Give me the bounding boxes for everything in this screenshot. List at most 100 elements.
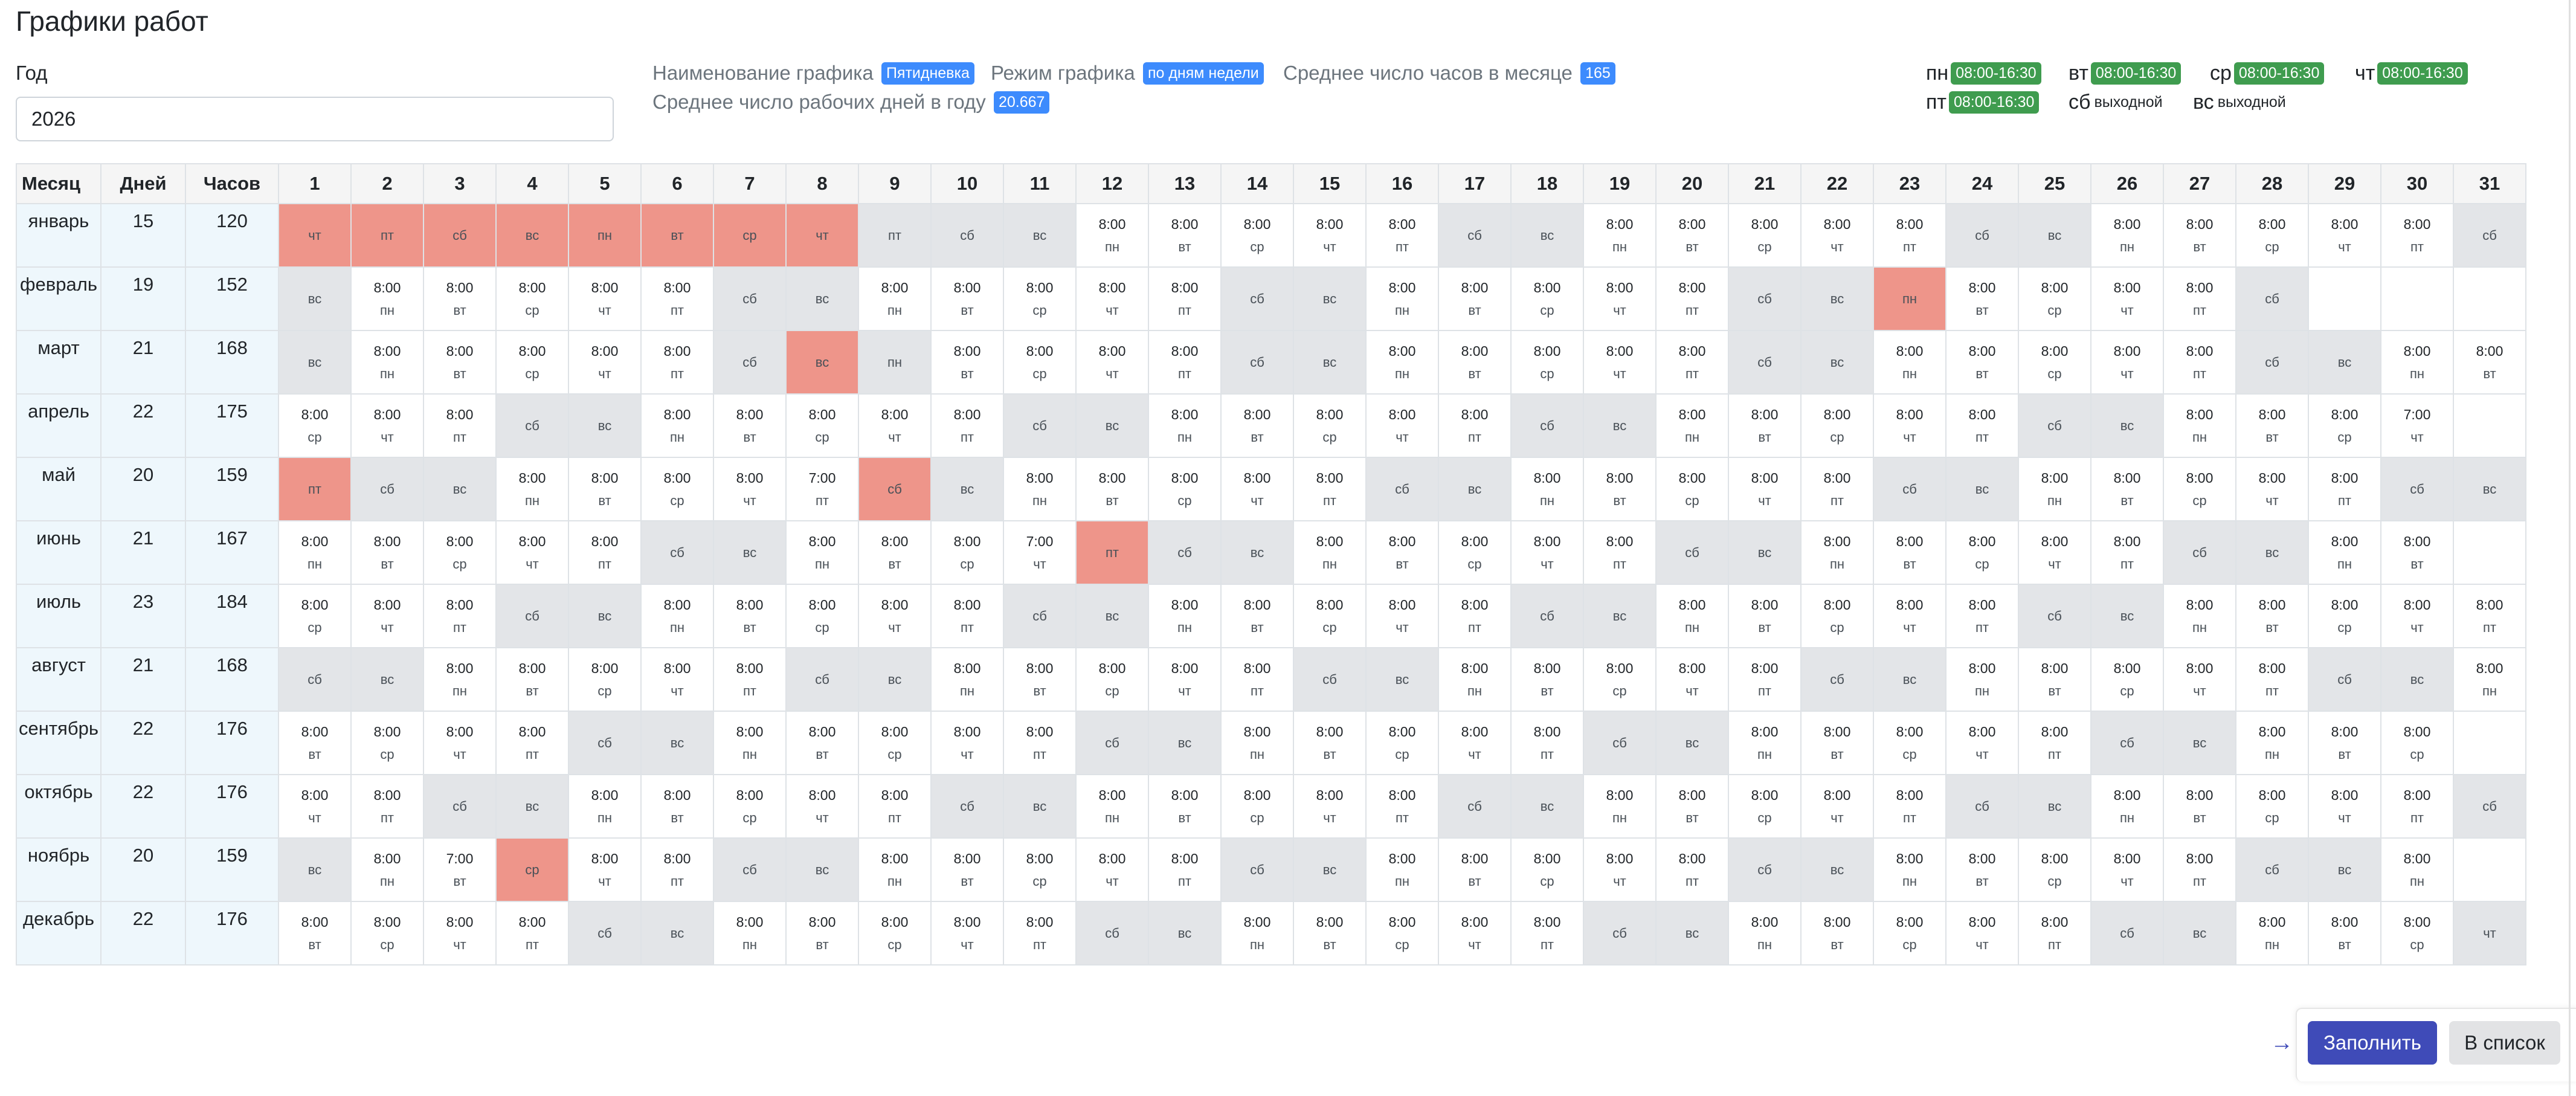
workday-cell[interactable]: 8:00 чт — [278, 774, 352, 839]
workday-cell[interactable]: 8:00 ср — [1800, 393, 1874, 458]
workday-cell[interactable]: 8:00 чт — [1945, 711, 2019, 775]
workday-cell[interactable]: 8:00 чт — [1583, 330, 1657, 395]
arrow-right-icon[interactable]: → — [2267, 1021, 2294, 1065]
weekend-cell[interactable]: сб — [568, 711, 642, 775]
workday-cell[interactable]: 8:00 чт — [785, 774, 859, 839]
workday-cell[interactable]: 8:00 ср — [858, 901, 932, 965]
workday-cell[interactable]: 8:00 чт — [1220, 457, 1294, 521]
workday-cell[interactable]: 8:00 ср — [1003, 837, 1077, 902]
workday-cell[interactable]: 8:00 чт — [1583, 266, 1657, 331]
workday-cell[interactable]: 8:00 чт — [1293, 774, 1367, 839]
workday-cell[interactable]: 8:00 пт — [930, 393, 1004, 458]
workday-cell[interactable]: 8:00 пт — [1655, 330, 1729, 395]
holiday-cell[interactable]: пт — [278, 457, 352, 521]
workday-cell[interactable]: 8:00 ср — [1148, 457, 1222, 521]
workday-cell[interactable]: 8:00 пн — [2090, 203, 2164, 268]
year-input[interactable] — [16, 97, 614, 141]
weekend-cell[interactable]: вс — [2308, 837, 2381, 902]
holiday-cell[interactable]: сб — [423, 203, 497, 268]
workday-cell[interactable]: 8:00 чт — [568, 266, 642, 331]
holiday-cell[interactable]: вт — [640, 203, 714, 268]
weekend-cell[interactable]: вс — [1945, 457, 2019, 521]
workday-cell[interactable]: 8:00 чт — [858, 393, 932, 458]
workday-cell[interactable]: 8:00 чт — [2235, 457, 2309, 521]
workday-cell[interactable]: 8:00 вт — [350, 520, 424, 585]
workday-cell[interactable]: 8:00 вт — [1220, 584, 1294, 648]
weekend-cell[interactable]: сб — [1873, 457, 1946, 521]
workday-cell[interactable]: 8:00 вт — [1800, 711, 1874, 775]
workday-cell[interactable]: 8:00 пн — [713, 711, 787, 775]
weekend-cell[interactable]: сб — [423, 774, 497, 839]
weekend-cell[interactable]: вс — [2453, 457, 2526, 521]
workday-cell[interactable]: 8:00 вт — [1148, 203, 1222, 268]
workday-cell[interactable]: 8:00 ср — [2018, 266, 2091, 331]
fill-button[interactable]: Заполнить — [2308, 1021, 2437, 1065]
workday-cell[interactable]: 8:00 ср — [1003, 266, 1077, 331]
weekend-cell[interactable]: сб — [1945, 774, 2019, 839]
workday-cell[interactable]: 8:00 пт — [2163, 266, 2236, 331]
weekend-cell[interactable]: вс — [2018, 203, 2091, 268]
weekend-cell[interactable]: вс — [350, 647, 424, 712]
workday-cell[interactable]: 8:00 чт — [1075, 266, 1149, 331]
holiday-cell[interactable]: пн — [1873, 266, 1946, 331]
weekend-cell[interactable]: вс — [1293, 837, 1367, 902]
workday-cell[interactable]: 8:00 вт — [2163, 203, 2236, 268]
workday-cell[interactable]: 8:00 пн — [2090, 774, 2164, 839]
weekend-cell[interactable]: вс — [1365, 647, 1439, 712]
workday-cell[interactable]: 8:00 чт — [2090, 837, 2164, 902]
workday-cell[interactable]: 8:00 ср — [350, 711, 424, 775]
workday-cell[interactable]: 8:00 чт — [568, 330, 642, 395]
workday-cell[interactable]: 8:00 пн — [2380, 330, 2454, 395]
workday-cell[interactable]: 8:00 ср — [2235, 774, 2309, 839]
workday-cell[interactable]: 8:00 чт — [1510, 520, 1584, 585]
workday-cell[interactable]: 8:00 ср — [1220, 203, 1294, 268]
workday-cell[interactable]: 8:00 пн — [2163, 584, 2236, 648]
workday-cell[interactable]: 8:00 пн — [1945, 647, 2019, 712]
workday-cell[interactable]: 8:00 пт — [1148, 266, 1222, 331]
workday-cell[interactable]: 8:00 вт — [1728, 584, 1802, 648]
weekend-cell[interactable]: вс — [1148, 711, 1222, 775]
weekend-cell[interactable]: вс — [1655, 901, 1729, 965]
workday-cell[interactable]: 8:00 пн — [2235, 711, 2309, 775]
workday-cell[interactable]: 8:00 пн — [1655, 393, 1729, 458]
weekend-cell[interactable]: вс — [495, 774, 569, 839]
weekend-cell[interactable]: сб — [1438, 774, 1512, 839]
workday-cell[interactable]: 8:00 чт — [1438, 901, 1512, 965]
workday-cell[interactable]: 8:00 вт — [785, 901, 859, 965]
weekend-cell[interactable]: вс — [1510, 774, 1584, 839]
weekend-cell[interactable]: вс — [1293, 330, 1367, 395]
workday-cell[interactable]: 8:00 ср — [1728, 774, 1802, 839]
weekend-cell[interactable]: сб — [930, 203, 1004, 268]
workday-cell[interactable]: 8:00 чт — [495, 520, 569, 585]
workday-cell[interactable]: 8:00 вт — [1148, 774, 1222, 839]
workday-cell[interactable]: 8:00 вт — [1438, 330, 1512, 395]
workday-cell[interactable]: 8:00 вт — [713, 584, 787, 648]
workday-cell[interactable]: 8:00 пн — [2235, 901, 2309, 965]
weekend-cell[interactable]: сб — [1583, 711, 1657, 775]
workday-cell[interactable]: 8:00 чт — [2308, 203, 2381, 268]
workday-cell[interactable]: 8:00 пн — [640, 393, 714, 458]
workday-cell[interactable]: 8:00 пн — [1075, 203, 1149, 268]
workday-cell[interactable]: 8:00 ср — [2308, 584, 2381, 648]
workday-cell[interactable]: 8:00 пт — [640, 837, 714, 902]
workday-cell[interactable]: 8:00 пн — [1438, 647, 1512, 712]
weekend-cell[interactable]: пт — [858, 203, 932, 268]
workday-cell[interactable]: 8:00 пт — [1873, 203, 1946, 268]
weekend-cell[interactable]: вс — [1728, 520, 1802, 585]
weekend-cell[interactable]: вс — [1800, 266, 1874, 331]
weekend-cell[interactable]: сб — [713, 266, 787, 331]
workday-cell[interactable]: 7:00 пт — [785, 457, 859, 521]
workday-cell[interactable]: 8:00 вт — [713, 393, 787, 458]
weekend-cell[interactable]: вс — [1220, 520, 1294, 585]
workday-cell[interactable]: 8:00 вт — [278, 711, 352, 775]
workday-cell[interactable]: 8:00 пт — [1510, 711, 1584, 775]
workday-cell[interactable]: 8:00 ср — [278, 584, 352, 648]
weekend-cell[interactable]: сб — [640, 520, 714, 585]
workday-cell[interactable]: 8:00 пн — [1655, 584, 1729, 648]
weekend-cell[interactable]: сб — [1293, 647, 1367, 712]
workday-cell[interactable]: 8:00 чт — [2090, 330, 2164, 395]
workday-cell[interactable]: 7:00 вт — [423, 837, 497, 902]
weekend-cell[interactable]: вс — [2018, 774, 2091, 839]
workday-cell[interactable]: 8:00 чт — [1873, 393, 1946, 458]
workday-cell[interactable]: 8:00 ср — [495, 330, 569, 395]
